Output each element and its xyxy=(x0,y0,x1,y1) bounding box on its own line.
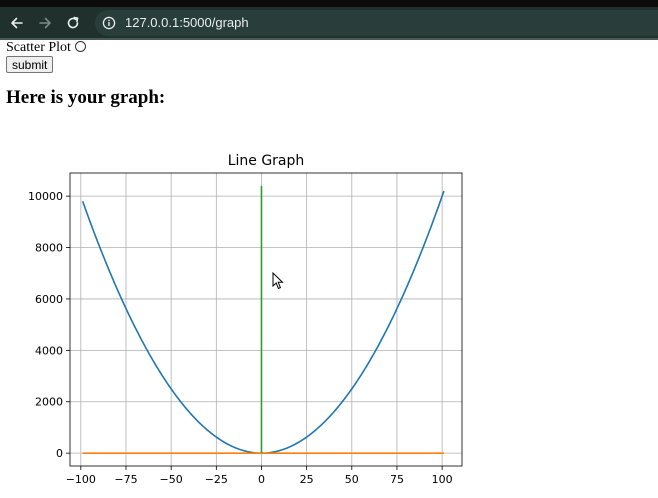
url-text: 127.0.0.1:5000/graph xyxy=(125,15,249,30)
x-tick-label: −100 xyxy=(66,473,96,486)
chart-container: −100 −75 −50 −25 0 25 50 75 100 0 2000 4000 6000 8000… xyxy=(0,140,480,498)
x-tick-label: 25 xyxy=(300,473,314,486)
x-tick-label: −75 xyxy=(114,473,137,486)
scatter-plot-radio[interactable] xyxy=(74,41,86,52)
y-tick-label: 0 xyxy=(56,447,63,460)
y-tick-label: 10000 xyxy=(28,190,63,203)
x-tick-label: −25 xyxy=(205,473,228,486)
arrow-right-icon xyxy=(39,17,51,29)
scatter-option: Scatter Plot xyxy=(6,40,86,56)
series-line-1 xyxy=(81,190,445,454)
url-host: 127.0.0.1 xyxy=(125,15,180,30)
x-tick-label: 75 xyxy=(390,473,404,486)
submit-button[interactable]: submit xyxy=(6,56,54,73)
grid-layer xyxy=(70,173,462,466)
y-tick-label: 8000 xyxy=(35,242,63,255)
y-tick-label: 2000 xyxy=(35,396,63,409)
x-tick-label: −50 xyxy=(160,473,183,486)
reload-icon xyxy=(67,16,79,29)
address-bar[interactable]: 127.0.0.1:5000/graph xyxy=(95,10,658,36)
info-circle-icon[interactable] xyxy=(102,16,116,30)
page-heading: Here is your graph: xyxy=(6,87,166,108)
plot-frame xyxy=(69,172,463,467)
url-path: :5000/graph xyxy=(179,15,249,30)
arrow-left-icon xyxy=(11,17,23,29)
scatter-plot-label: Scatter Plot xyxy=(6,40,71,55)
forward-button[interactable] xyxy=(35,13,55,33)
y-tick-label: 6000 xyxy=(35,293,63,306)
window-top-bar xyxy=(0,0,658,7)
reload-button[interactable] xyxy=(63,13,83,33)
line-chart: −100 −75 −50 −25 0 25 50 75 100 0 2000 4000 6000 8000… xyxy=(28,153,463,486)
mouse-cursor-icon xyxy=(272,272,284,290)
x-tick-label: 100 xyxy=(432,473,453,486)
x-tick-label: 0 xyxy=(258,473,265,486)
chart-title: Line Graph xyxy=(228,153,305,169)
y-tick-label: 4000 xyxy=(35,344,63,357)
series-layer xyxy=(81,185,445,454)
tick-layer: −100 −75 −50 −25 0 25 50 75 100 0 2000 4000 6000 8000… xyxy=(28,190,453,486)
browser-toolbar: 127.0.0.1:5000/graph xyxy=(0,7,658,38)
x-tick-label: 50 xyxy=(345,473,359,486)
back-button[interactable] xyxy=(7,13,27,33)
toolbar-divider xyxy=(0,38,658,40)
